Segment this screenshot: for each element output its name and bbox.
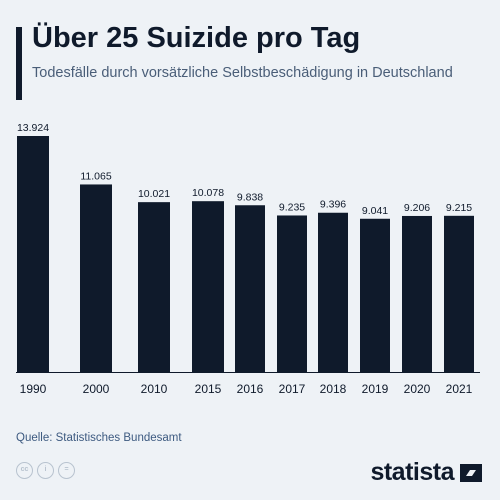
bar-2017[interactable] (277, 215, 307, 372)
bar-1990[interactable] (17, 136, 49, 372)
value-label-2020: 9.206 (404, 202, 430, 214)
bar-2016[interactable] (235, 205, 265, 372)
value-label-2021: 9.215 (446, 202, 472, 214)
x-tick-2000: 2000 (83, 382, 110, 396)
value-label-2018: 9.396 (320, 199, 346, 211)
value-label-2016: 9.838 (237, 191, 263, 203)
statista-mark-icon (460, 463, 482, 482)
chart-subtitle: Todesfälle durch vorsätzliche Selbstbesc… (32, 65, 453, 81)
bar-2010[interactable] (138, 202, 170, 372)
value-label-2000: 11.065 (80, 170, 111, 182)
x-tick-2020: 2020 (404, 382, 431, 396)
bar-2000[interactable] (80, 184, 112, 372)
value-label-1990: 13.924 (17, 122, 49, 134)
source-note: Quelle: Statistisches Bundesamt (16, 432, 182, 444)
by-icon[interactable]: i (37, 462, 54, 479)
x-tick-2021: 2021 (446, 382, 473, 396)
bar-2015[interactable] (192, 201, 224, 372)
chart-title: Über 25 Suizide pro Tag (32, 22, 361, 54)
logo-text: statista (370, 458, 454, 486)
x-tick-2015: 2015 (195, 382, 222, 396)
cc-icon[interactable]: cc (16, 462, 33, 479)
x-tick-2017: 2017 (279, 382, 306, 396)
value-label-2019: 9.041 (362, 205, 388, 217)
x-tick-2018: 2018 (320, 382, 347, 396)
value-label-2010: 10.021 (138, 188, 170, 200)
title-accent-bar (16, 27, 22, 100)
x-tick-1990: 1990 (20, 382, 47, 396)
value-label-2015: 10.078 (192, 187, 224, 199)
bar-2021[interactable] (444, 215, 474, 372)
x-tick-2016: 2016 (237, 382, 264, 396)
bar-2018[interactable] (318, 212, 348, 372)
statista-logo[interactable]: statista (370, 458, 484, 487)
value-label-2017: 9.235 (279, 201, 305, 213)
x-tick-2010: 2010 (141, 382, 168, 396)
bar-2020[interactable] (402, 215, 432, 372)
bar-2019[interactable] (360, 218, 390, 372)
nd-icon[interactable]: = (58, 462, 75, 479)
license-icons: cc i = (16, 462, 75, 479)
x-tick-2019: 2019 (362, 382, 389, 396)
